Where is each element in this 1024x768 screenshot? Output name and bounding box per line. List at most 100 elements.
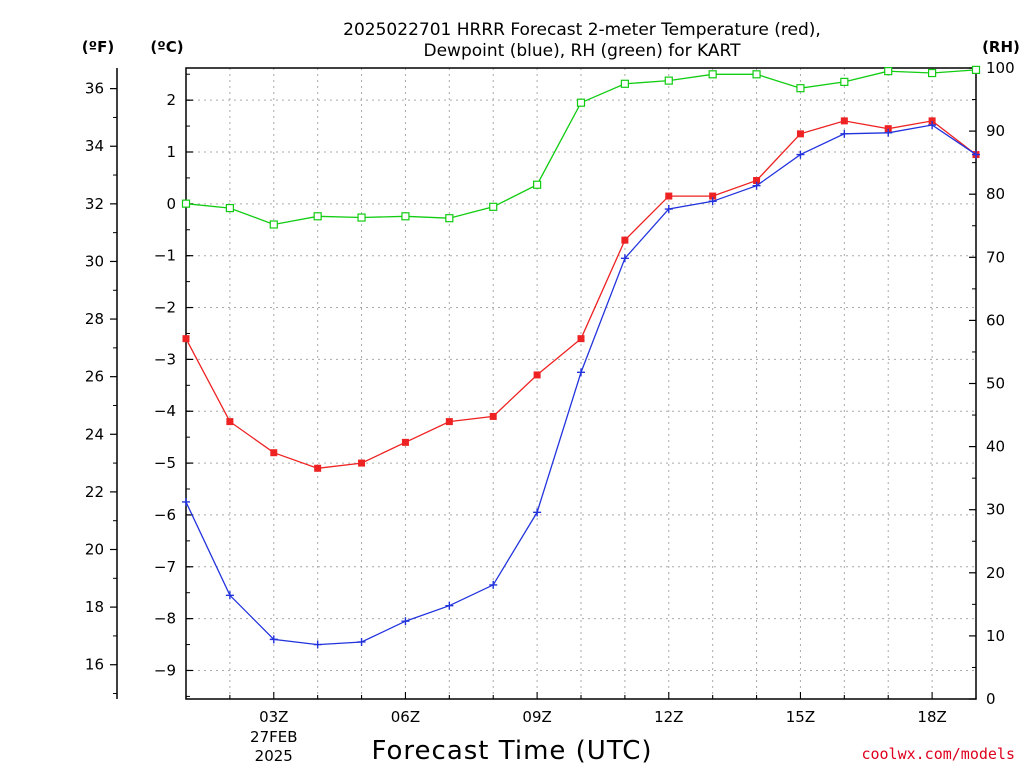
celsius-tick-label: −4	[154, 402, 176, 420]
temperature-point	[709, 192, 717, 200]
rh-axis: 0 10 20 30 40 50 60 70 80 90 100	[969, 59, 1015, 708]
rh-point	[269, 220, 278, 229]
celsius-tick-label: −9	[154, 661, 176, 679]
dewpoint-point	[401, 617, 410, 626]
rh-tick-label: 20	[986, 564, 1005, 582]
rh-point	[752, 70, 761, 79]
temperature-point	[182, 335, 190, 343]
dewpoint-point	[752, 181, 761, 190]
rh-tick-label: 60	[986, 311, 1005, 329]
rh-point	[357, 213, 366, 222]
x-tick-label: 12Z	[654, 708, 683, 726]
rh-unit-label: (RH)	[982, 38, 1020, 56]
dewpoint-point	[708, 197, 717, 206]
x-date-label: 27FEB	[250, 728, 297, 746]
chart-title-line-2: Dewpoint (blue), RH (green) for KART	[423, 41, 741, 61]
celsius-unit-label: (ºC)	[150, 38, 183, 56]
temperature-point	[314, 464, 322, 472]
rh-point	[445, 214, 454, 223]
temperature-point	[533, 371, 541, 379]
rh-point	[840, 77, 849, 86]
x-tick-label: 06Z	[391, 708, 420, 726]
fahrenheit-tick-label: 32	[85, 195, 104, 213]
celsius-tick-label: −1	[154, 247, 176, 265]
fahrenheit-tick-label: 36	[85, 80, 104, 98]
dewpoint-point	[928, 121, 937, 130]
temperature-point	[577, 335, 585, 343]
rh-point	[489, 202, 498, 211]
temperature-point	[489, 412, 497, 420]
rh-tick-label: 40	[986, 438, 1005, 456]
rh-point	[928, 68, 937, 78]
rh-tick-label: 10	[986, 627, 1005, 645]
dewpoint-point	[313, 640, 322, 649]
rh-tick-label: 50	[986, 375, 1005, 393]
fahrenheit-tick-label: 20	[85, 541, 104, 559]
rh-tick-label: 90	[986, 122, 1005, 140]
plot-frame	[185, 67, 977, 700]
celsius-tick-label: −8	[154, 610, 176, 628]
rh-point	[533, 180, 542, 189]
celsius-tick-label: −3	[154, 350, 176, 368]
dewpoint-point	[884, 128, 893, 137]
celsius-tick-label: 0	[166, 195, 176, 213]
rh-point	[620, 79, 629, 88]
celsius-tick-label: −2	[154, 299, 176, 317]
rh-tick-label: 0	[986, 690, 996, 708]
celsius-tick-label: −5	[154, 454, 176, 472]
rh-tick-label: 100	[986, 59, 1015, 77]
fahrenheit-tick-label: 34	[85, 137, 104, 155]
x-tick-label: 09Z	[522, 708, 551, 726]
rh-point	[181, 199, 191, 208]
rh-point	[576, 98, 586, 107]
chart-title-line-1: 2025022701 HRRR Forecast 2-meter Tempera…	[343, 20, 821, 40]
temperature-point	[753, 177, 761, 185]
rh-point	[796, 84, 805, 93]
celsius-tick-label: −7	[154, 558, 176, 576]
temperature-point	[665, 192, 673, 200]
dewpoint-point	[269, 635, 278, 644]
dewpoint-point	[840, 129, 849, 138]
temperature-point	[840, 117, 848, 125]
dewpoint-point	[664, 205, 673, 214]
temperature-point	[358, 459, 366, 467]
rh-point	[313, 212, 322, 221]
x-axis-label: Forecast Time (UTC)	[371, 736, 652, 766]
dewpoint-point	[225, 591, 234, 600]
celsius-axis: −9 −8 −7 −6 −5 −4 −3 −2 −1 0 1 2	[154, 73, 193, 697]
rh-tick-label: 80	[986, 185, 1005, 203]
fahrenheit-tick-label: 26	[85, 368, 104, 386]
fahrenheit-tick-label: 28	[85, 310, 104, 328]
dewpoint-point	[796, 150, 805, 159]
series-layer	[181, 65, 981, 649]
dewpoint-point	[445, 601, 454, 610]
grid-layer	[186, 68, 976, 699]
temperature-point	[928, 117, 936, 125]
fahrenheit-tick-label: 30	[85, 252, 104, 270]
dewpoint-point	[577, 368, 585, 377]
credit-label: coolwx.com/models	[861, 745, 1015, 763]
temperature-point	[226, 418, 234, 426]
fahrenheit-unit-label: (ºF)	[82, 38, 114, 56]
temperature-point	[621, 236, 629, 244]
temperature-point	[796, 130, 804, 138]
temperature-point	[884, 125, 892, 133]
rh-point	[884, 67, 893, 76]
x-tick-label: 18Z	[917, 708, 946, 726]
celsius-tick-label: −6	[154, 506, 176, 524]
fahrenheit-tick-label: 24	[85, 425, 104, 443]
rh-point	[664, 76, 673, 85]
dewpoint-point	[489, 580, 498, 589]
rh-point	[971, 65, 981, 74]
fahrenheit-tick-label: 22	[85, 483, 104, 501]
rh-point	[708, 70, 717, 79]
dewpoint-point	[357, 637, 366, 646]
fahrenheit-tick-label: 18	[85, 598, 104, 616]
x-tick-label: 03Z	[259, 708, 288, 726]
dewpoint-point	[533, 508, 542, 517]
dewpoint-point	[182, 497, 190, 506]
dewpoint-point	[620, 254, 629, 263]
temperature-point	[270, 449, 278, 457]
temperature-point	[401, 438, 409, 446]
